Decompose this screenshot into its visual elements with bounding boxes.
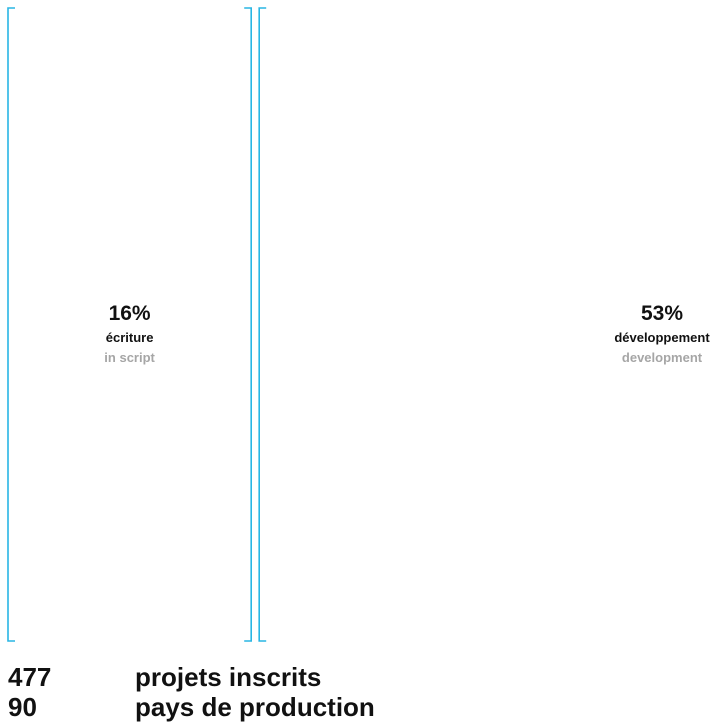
category-label-fr: écriture xyxy=(106,330,154,345)
stat-projects-row: 477 projets inscrits xyxy=(8,662,708,692)
summary-stats: 477 projets inscrits 90 pays de producti… xyxy=(8,662,708,722)
projects-count: 477 xyxy=(8,662,52,692)
bar-left-bracket xyxy=(258,7,267,642)
stage-distribution-chart: 16% écriture in script 53% développement deve… xyxy=(7,7,710,642)
category-label-fr: développement xyxy=(614,330,710,345)
projects-label: projets inscrits xyxy=(135,662,322,692)
countries-count: 90 xyxy=(8,692,37,722)
bar-right-bracket xyxy=(244,7,252,642)
bar-segment-0: 16% écriture in script xyxy=(7,7,252,642)
category-label-en: in script xyxy=(104,350,155,365)
stat-countries-row: 90 pays de production xyxy=(8,692,708,722)
category-label-en: development xyxy=(622,350,703,365)
value-label: 16% xyxy=(109,302,151,325)
bar-segment-1: 53% développement development xyxy=(258,7,710,642)
value-label: 53% xyxy=(641,302,683,325)
bar-left-bracket xyxy=(7,7,15,642)
countries-label: pays de production xyxy=(135,692,375,722)
